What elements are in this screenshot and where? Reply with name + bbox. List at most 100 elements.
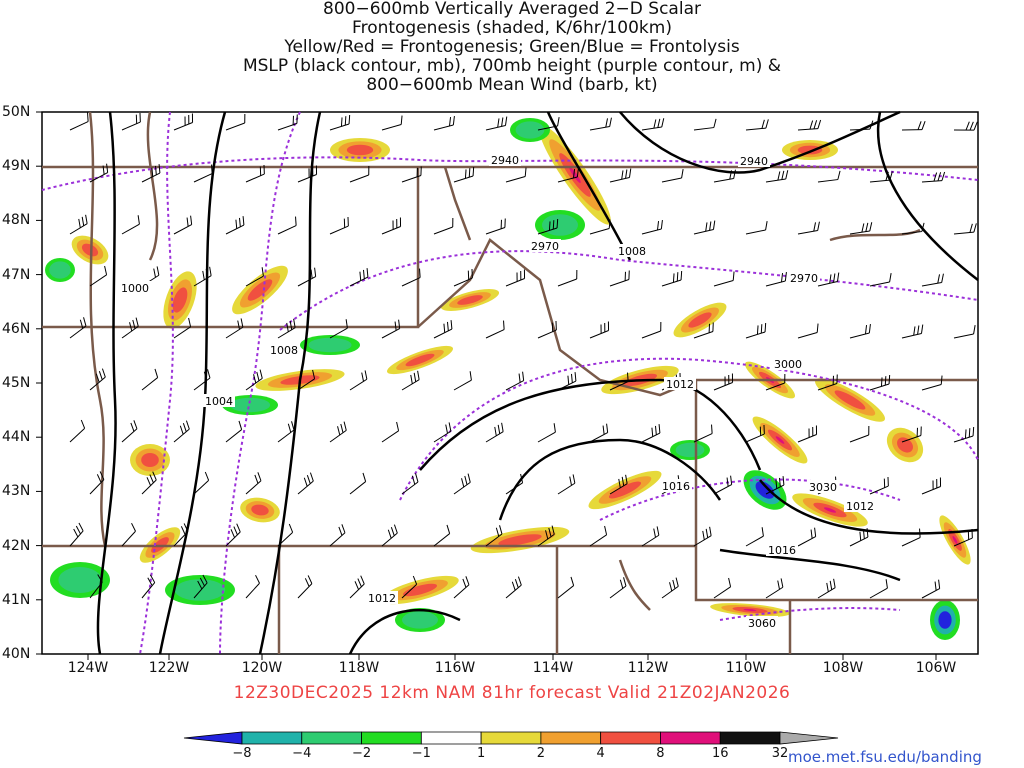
wind-barb [225, 523, 241, 547]
wind-barb [141, 471, 157, 495]
wind-barb [745, 119, 769, 131]
wind-barb [121, 215, 140, 235]
mslp-label: 1004 [203, 394, 235, 408]
wind-barb [557, 576, 575, 599]
wind-barb [765, 476, 785, 495]
lon-label: 114W [532, 660, 574, 676]
wind-barb [297, 472, 314, 495]
wind-barb [433, 217, 454, 235]
wind-barb [453, 371, 472, 391]
wind-barb [141, 368, 159, 391]
wind-barb [557, 474, 576, 495]
wind-barb [381, 217, 402, 235]
border-line [417, 238, 697, 397]
svg-text:1004: 1004 [205, 395, 233, 408]
wind-barb [193, 574, 208, 599]
wind-barb [401, 575, 418, 599]
wind-barb [661, 577, 679, 599]
colorbar-label: 8 [656, 746, 665, 761]
wind-barb [329, 319, 348, 339]
wind-barb [745, 527, 764, 547]
height-contour [399, 357, 979, 501]
wind-barb [609, 372, 629, 391]
colorbar-segment [600, 731, 661, 745]
lat-label: 50N [2, 104, 31, 120]
wind-barb [245, 165, 265, 183]
wind-barb [329, 217, 349, 235]
svg-text:1012: 1012 [368, 592, 396, 605]
wind-barb [901, 426, 922, 443]
wind-barb [849, 528, 869, 547]
frontogenesis-shading [45, 118, 971, 640]
mslp-label: 1012 [366, 591, 398, 605]
wind-barb [609, 474, 628, 495]
shading-blob [743, 608, 757, 612]
svg-text:1008: 1008 [618, 245, 646, 258]
wind-barb [193, 369, 211, 391]
svg-text:3030: 3030 [809, 481, 837, 494]
wind-barb [953, 223, 977, 235]
wind-barb [277, 318, 296, 339]
wind-barb [713, 373, 734, 391]
height-contour [139, 111, 174, 655]
title-line-4: MSLP (black contour, mb), 700mb height (… [242, 56, 782, 76]
wind-barb [349, 472, 367, 495]
wind-barb [485, 422, 504, 443]
wind-barb [349, 268, 369, 287]
wind-barb [141, 574, 156, 599]
wind-barb [641, 424, 661, 443]
wind-barb [537, 321, 557, 339]
wind-barb [849, 425, 870, 443]
wind-barb [869, 273, 892, 287]
wind-barb [121, 420, 138, 443]
shading-blob [797, 145, 823, 155]
shading-blob [172, 287, 188, 313]
svg-text:1000: 1000 [121, 282, 149, 295]
wind-barb [381, 115, 403, 131]
colorbar-label: −1 [411, 746, 431, 761]
wind-barb [277, 421, 295, 443]
axis-ticks [36, 111, 937, 660]
colorbar-segment [361, 731, 422, 745]
valid-time-line: 12Z30DEC2025 12km NAM 81hr forecast Vali… [233, 683, 791, 703]
colorbar-label: 4 [596, 746, 605, 761]
wind-barb [173, 523, 189, 547]
wind-barb [121, 113, 141, 131]
wind-barb [433, 524, 451, 547]
wind-barb [641, 219, 663, 235]
wind-barb [193, 164, 213, 183]
wind-barb [401, 370, 420, 391]
wind-barb [849, 323, 871, 339]
wind-barb [329, 114, 351, 131]
wind-barb [433, 320, 453, 339]
shading-blob [229, 397, 271, 413]
wind-barb [797, 119, 822, 131]
shading-blob [405, 353, 435, 367]
wind-barb [433, 422, 452, 443]
height-label: 3060 [746, 616, 778, 630]
shading-blob [81, 243, 99, 257]
wind-barb [173, 420, 190, 443]
lat-label: 46N [2, 320, 31, 337]
wind-barb [661, 169, 684, 183]
colorbar-segment [540, 731, 602, 745]
wind-barb [713, 577, 732, 599]
border-line [618, 559, 651, 611]
lon-label: 108W [822, 660, 864, 676]
lon-label: 106W [915, 660, 957, 676]
colorbar-label: −4 [292, 746, 312, 761]
colorbar-segment [660, 731, 721, 745]
colorbar-label: 1 [476, 746, 486, 761]
colorbar-label: −2 [351, 746, 372, 761]
shading-blob [141, 452, 159, 468]
border-line [146, 111, 159, 261]
wind-barb [329, 524, 346, 547]
wind-barb [953, 121, 978, 131]
height-label: 2970 [788, 271, 820, 285]
shading-blob [608, 481, 642, 499]
credit-link[interactable]: moe.met.fsu.edu/banding [788, 748, 982, 766]
wind-barb [869, 374, 891, 391]
height-contour [599, 478, 901, 521]
wind-barb [433, 115, 455, 131]
shading-blob [688, 312, 712, 328]
